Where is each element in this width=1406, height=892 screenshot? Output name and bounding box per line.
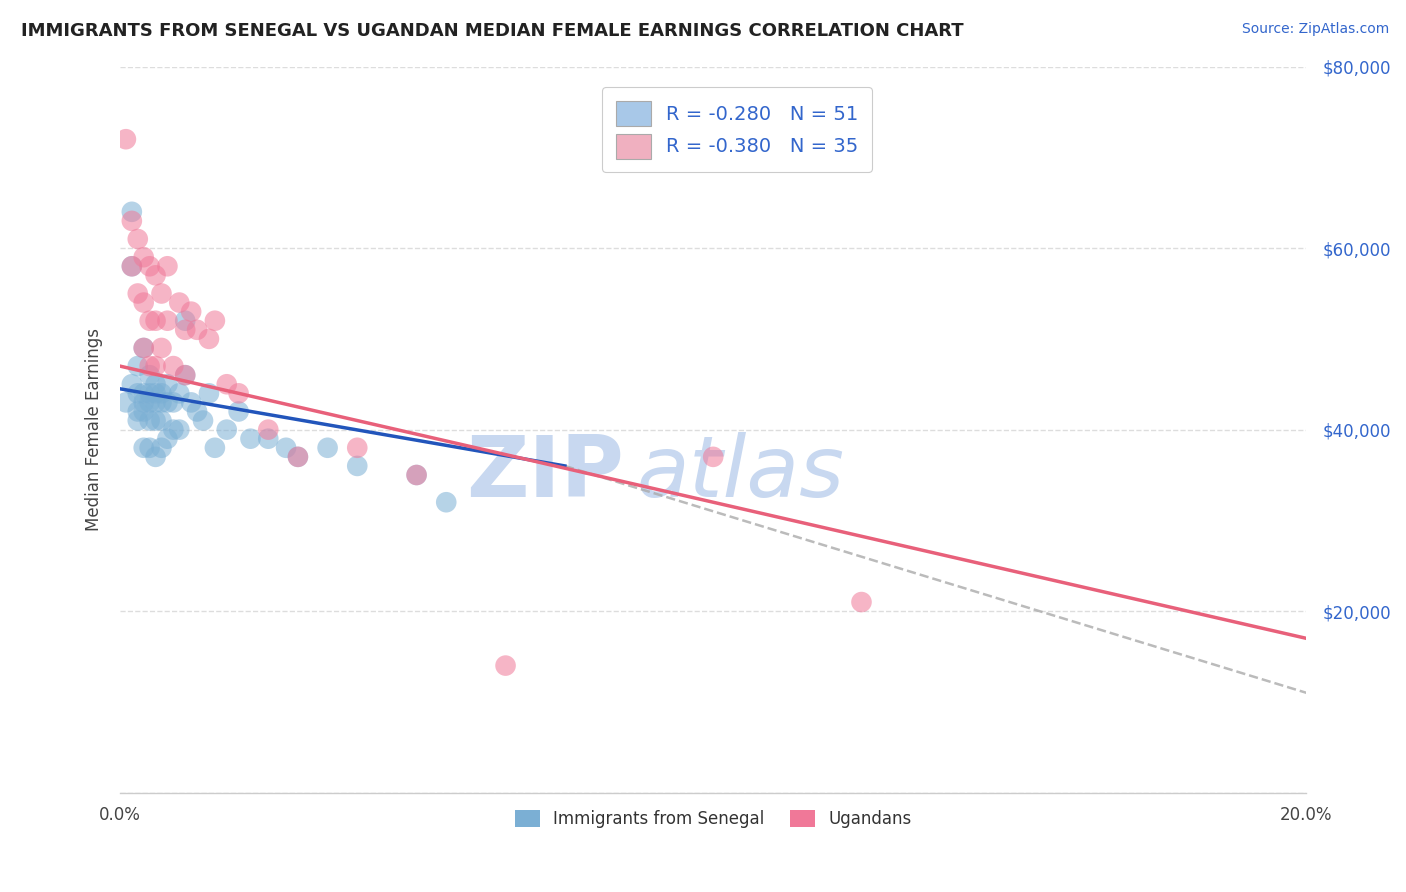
Text: IMMIGRANTS FROM SENEGAL VS UGANDAN MEDIAN FEMALE EARNINGS CORRELATION CHART: IMMIGRANTS FROM SENEGAL VS UGANDAN MEDIA… (21, 22, 963, 40)
Point (274, 441, 297, 455)
Point (132, 386, 155, 401)
Point (121, 377, 143, 392)
Point (228, 404, 250, 418)
Point (239, 432, 262, 446)
Point (186, 404, 208, 418)
Point (115, 395, 138, 409)
Point (162, 423, 184, 437)
Text: Source: ZipAtlas.com: Source: ZipAtlas.com (1241, 22, 1389, 37)
Point (851, 595, 873, 609)
Y-axis label: Median Female Earnings: Median Female Earnings (86, 328, 103, 531)
Point (138, 386, 160, 401)
Point (145, 395, 167, 409)
Point (257, 432, 280, 446)
Point (434, 495, 457, 509)
Point (145, 413, 167, 427)
Point (127, 286, 149, 301)
Point (121, 214, 143, 228)
Point (127, 413, 149, 427)
Point (156, 377, 179, 392)
Point (145, 386, 167, 401)
Point (156, 314, 179, 328)
Point (174, 314, 197, 328)
Point (127, 359, 149, 373)
Text: atlas: atlas (636, 432, 844, 515)
Point (121, 204, 143, 219)
Point (121, 260, 143, 274)
Point (405, 468, 427, 483)
Point (145, 377, 167, 392)
Point (405, 468, 427, 483)
Point (346, 441, 368, 455)
Point (132, 341, 155, 355)
Point (174, 368, 197, 383)
Point (156, 260, 179, 274)
Point (150, 386, 173, 401)
Point (257, 423, 280, 437)
Point (156, 432, 179, 446)
Point (162, 359, 184, 373)
Point (191, 413, 214, 427)
Point (121, 260, 143, 274)
Point (138, 413, 160, 427)
Point (132, 295, 155, 310)
Point (287, 450, 309, 464)
Point (204, 441, 226, 455)
Point (186, 323, 208, 337)
Point (138, 368, 160, 383)
Point (287, 450, 309, 464)
Point (169, 423, 191, 437)
Point (132, 250, 155, 264)
Point (132, 404, 155, 418)
Point (215, 377, 238, 392)
Point (127, 386, 149, 401)
Point (204, 314, 226, 328)
Point (127, 232, 149, 246)
Point (115, 132, 138, 146)
Point (215, 423, 238, 437)
Point (228, 386, 250, 401)
Point (132, 395, 155, 409)
Point (145, 268, 167, 283)
Point (169, 295, 191, 310)
Point (127, 404, 149, 418)
Point (346, 458, 368, 473)
Point (702, 450, 724, 464)
Point (495, 658, 517, 673)
Point (150, 286, 173, 301)
Point (138, 359, 160, 373)
Point (138, 441, 160, 455)
Point (138, 314, 160, 328)
Point (145, 359, 167, 373)
Point (138, 395, 160, 409)
Point (174, 323, 197, 337)
Point (162, 395, 184, 409)
Point (316, 441, 339, 455)
Point (180, 395, 202, 409)
Point (145, 314, 167, 328)
Legend: Immigrants from Senegal, Ugandans: Immigrants from Senegal, Ugandans (509, 804, 918, 835)
Point (174, 368, 197, 383)
Point (198, 332, 221, 346)
Point (150, 341, 173, 355)
Point (150, 413, 173, 427)
Point (156, 395, 179, 409)
Point (150, 441, 173, 455)
Point (198, 386, 221, 401)
Text: ZIP: ZIP (467, 432, 624, 515)
Point (132, 441, 155, 455)
Point (138, 260, 160, 274)
Point (145, 450, 167, 464)
Point (180, 304, 202, 318)
Point (132, 341, 155, 355)
Point (169, 386, 191, 401)
Point (150, 395, 173, 409)
